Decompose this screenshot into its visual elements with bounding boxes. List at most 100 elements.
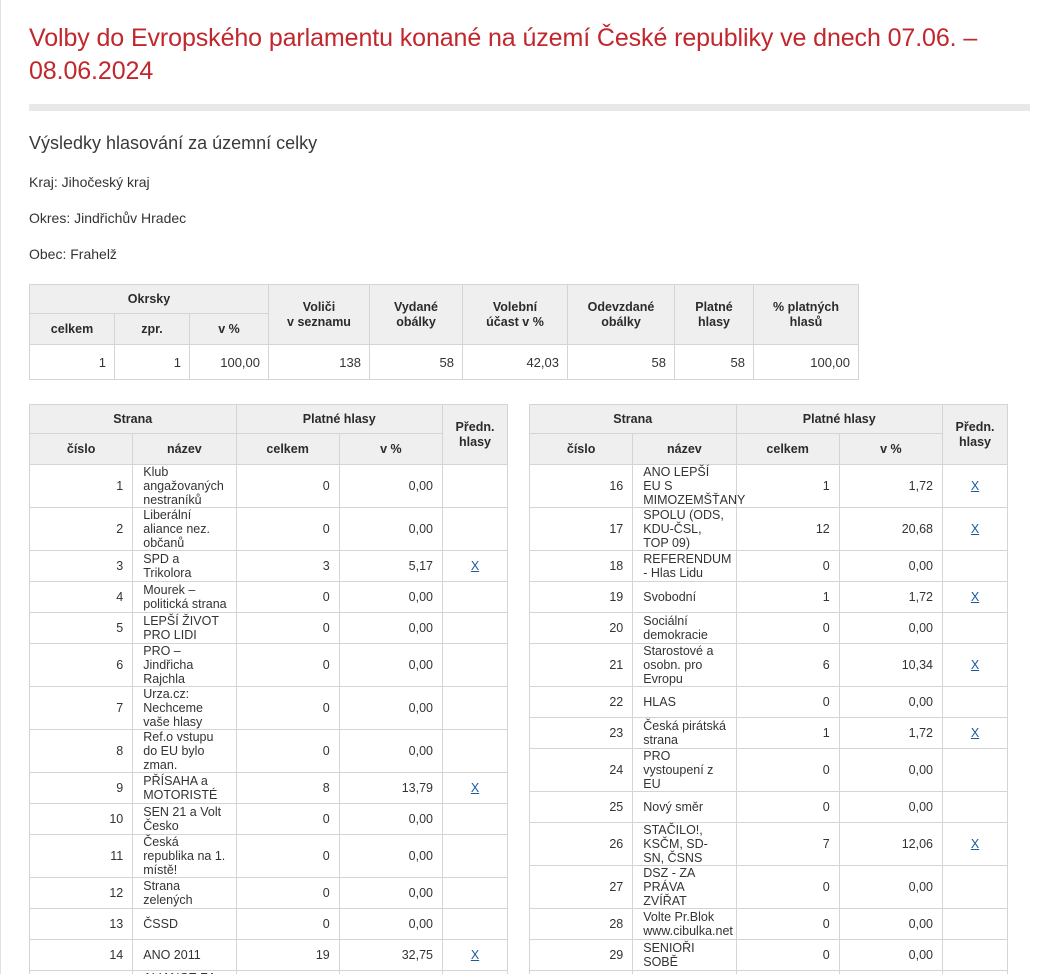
party-preferential-cell bbox=[442, 908, 508, 940]
summary-col-platne-hlasy: Platné hlasy bbox=[674, 284, 754, 345]
party-preferential-cell bbox=[442, 686, 508, 730]
party-number-cell: 1 bbox=[28, 464, 134, 508]
party-right-col-cislo: číslo bbox=[528, 433, 634, 465]
party-percent-cell: 0,00 bbox=[338, 729, 444, 773]
summary-col-vydane-line2: obálky bbox=[396, 314, 436, 329]
party-preferential-cell bbox=[942, 748, 1008, 792]
party-name-cell: Liberální aliance nez. občanů bbox=[132, 507, 237, 551]
party-percent-cell: 0,00 bbox=[838, 865, 944, 909]
preferential-votes-link[interactable]: X bbox=[970, 726, 980, 740]
party-percent-cell: 5,17 bbox=[338, 550, 444, 582]
party-preferential-cell[interactable]: X bbox=[442, 550, 508, 582]
party-name-cell: ALIANCE ZA NEZÁVISLOST ČR bbox=[132, 970, 237, 974]
party-preferential-cell bbox=[942, 908, 1008, 940]
value-okrsky-celkem: 1 bbox=[29, 344, 115, 380]
table-row: 20 Sociální demokracie 0 0,00 bbox=[528, 612, 1008, 644]
preferential-votes-link[interactable]: X bbox=[970, 479, 980, 493]
table-row: 25 Nový směr 0 0,00 bbox=[528, 791, 1008, 823]
party-name-cell: REFERENDUM - Hlas Lidu bbox=[632, 550, 737, 582]
preferential-votes-link[interactable]: X bbox=[470, 948, 480, 962]
preferential-votes-link[interactable]: X bbox=[970, 837, 980, 851]
party-left-predn-line2: hlasy bbox=[459, 434, 491, 449]
party-number-cell: 12 bbox=[28, 877, 134, 909]
party-preferential-cell bbox=[442, 729, 508, 773]
preferential-votes-link[interactable]: X bbox=[470, 781, 480, 795]
party-number-cell: 27 bbox=[528, 865, 634, 909]
party-percent-cell: 0,00 bbox=[838, 612, 944, 644]
party-votes-cell: 19 bbox=[235, 939, 340, 971]
party-preferential-cell[interactable]: X bbox=[942, 507, 1008, 551]
party-preferential-cell[interactable]: X bbox=[942, 643, 1008, 687]
party-left-col-strana: Strana bbox=[29, 404, 237, 434]
party-right-predn-line2: hlasy bbox=[959, 434, 991, 449]
summary-col-okrsky: Okrsky bbox=[29, 284, 269, 314]
party-right-header-row-2: číslo název celkem v % bbox=[528, 433, 1008, 465]
party-number-cell: 18 bbox=[528, 550, 634, 582]
party-percent-cell: 0,00 bbox=[838, 970, 944, 974]
summary-header-row-2: celkem zpr. v % bbox=[29, 313, 859, 345]
party-votes-cell: 0 bbox=[735, 686, 840, 718]
party-percent-cell: 0,00 bbox=[838, 686, 944, 718]
value-okrsky-pct: 100,00 bbox=[189, 344, 269, 380]
table-row: 4 Mourek – politická strana 0 0,00 bbox=[28, 581, 508, 613]
party-percent-cell: 0,00 bbox=[338, 686, 444, 730]
party-preferential-cell[interactable]: X bbox=[942, 822, 1008, 866]
table-row: 1 Klub angažovaných nestraníků 0 0,00 bbox=[28, 464, 508, 508]
party-votes-cell: 0 bbox=[235, 729, 340, 773]
party-preferential-cell[interactable]: X bbox=[442, 939, 508, 971]
preferential-votes-link[interactable]: X bbox=[970, 658, 980, 672]
party-votes-cell: 7 bbox=[735, 822, 840, 866]
party-name-cell: STAČILO!, KSČM, SD-SN, ČSNS bbox=[632, 822, 737, 866]
party-right-table-head: Strana Platné hlasy Předn. hlasy číslo n… bbox=[528, 404, 1008, 465]
summary-col-volici-line1: Voliči bbox=[302, 299, 336, 314]
party-name-cell: LEPŠÍ ŽIVOT PRO LIDI bbox=[132, 612, 237, 644]
party-preferential-cell[interactable]: X bbox=[942, 581, 1008, 613]
party-preferential-cell bbox=[442, 464, 508, 508]
party-name-cell: Nový směr bbox=[632, 791, 737, 823]
summary-col-okrsky-celkem: celkem bbox=[29, 313, 115, 345]
party-name-cell: DSZ - ZA PRÁVA ZVÍŘAT bbox=[632, 865, 737, 909]
table-row: 5 LEPŠÍ ŽIVOT PRO LIDI 0 0,00 bbox=[28, 612, 508, 644]
party-votes-cell: 3 bbox=[235, 550, 340, 582]
party-votes-cell: 0 bbox=[735, 970, 840, 974]
preferential-votes-link[interactable]: X bbox=[970, 590, 980, 604]
party-preferential-cell[interactable]: X bbox=[942, 717, 1008, 749]
summary-table-body: 1 1 100,00 138 58 42,03 58 58 100,00 bbox=[29, 344, 859, 380]
summary-col-vydane-obalky: Vydané obálky bbox=[369, 284, 463, 345]
party-preferential-cell bbox=[442, 970, 508, 974]
party-left-col-platne-hlasy: Platné hlasy bbox=[235, 404, 443, 434]
preferential-votes-link[interactable]: X bbox=[470, 559, 480, 573]
party-percent-cell: 10,34 bbox=[838, 643, 944, 687]
table-row: 26 STAČILO!, KSČM, SD-SN, ČSNS 7 12,06 X bbox=[528, 822, 1008, 866]
party-preferential-cell bbox=[942, 686, 1008, 718]
party-preferential-cell bbox=[442, 877, 508, 909]
table-row: 14 ANO 2011 19 32,75 X bbox=[28, 939, 508, 971]
summary-col-okrsky-zpr: zpr. bbox=[114, 313, 190, 345]
party-votes-cell: 0 bbox=[235, 464, 340, 508]
party-results-table-right: Strana Platné hlasy Předn. hlasy číslo n… bbox=[528, 404, 1008, 974]
value-pct-platnych-hlasu: 100,00 bbox=[753, 344, 859, 380]
party-number-cell: 15 bbox=[28, 970, 134, 974]
party-name-cell: PRO vystoupení z EU bbox=[632, 748, 737, 792]
party-votes-cell: 0 bbox=[735, 865, 840, 909]
party-number-cell: 24 bbox=[528, 748, 634, 792]
party-right-col-nazev: název bbox=[632, 433, 737, 465]
party-votes-cell: 0 bbox=[735, 550, 840, 582]
party-left-col-predn-hlasy: Předn. hlasy bbox=[442, 404, 508, 465]
summary-col-odevzdane-line1: Odevzdané bbox=[587, 299, 655, 314]
party-name-cell: SEN 21 a Volt Česko bbox=[132, 803, 237, 835]
party-preferential-cell[interactable]: X bbox=[942, 464, 1008, 508]
party-votes-cell: 0 bbox=[735, 748, 840, 792]
table-row: 9 PŘÍSAHA a MOTORISTÉ 8 13,79 X bbox=[28, 772, 508, 804]
party-preferential-cell[interactable]: X bbox=[442, 772, 508, 804]
summary-data-row: 1 1 100,00 138 58 42,03 58 58 100,00 bbox=[29, 344, 859, 380]
party-votes-cell: 0 bbox=[735, 908, 840, 940]
party-votes-cell: 1 bbox=[735, 581, 840, 613]
table-row: 8 Ref.o vstupu do EU bylo zman. 0 0,00 bbox=[28, 729, 508, 773]
preferential-votes-link[interactable]: X bbox=[970, 522, 980, 536]
party-number-cell: 14 bbox=[28, 939, 134, 971]
party-name-cell: Česká republika na 1. místě! bbox=[132, 834, 237, 878]
party-preferential-cell bbox=[442, 581, 508, 613]
party-percent-cell: 0,00 bbox=[338, 834, 444, 878]
